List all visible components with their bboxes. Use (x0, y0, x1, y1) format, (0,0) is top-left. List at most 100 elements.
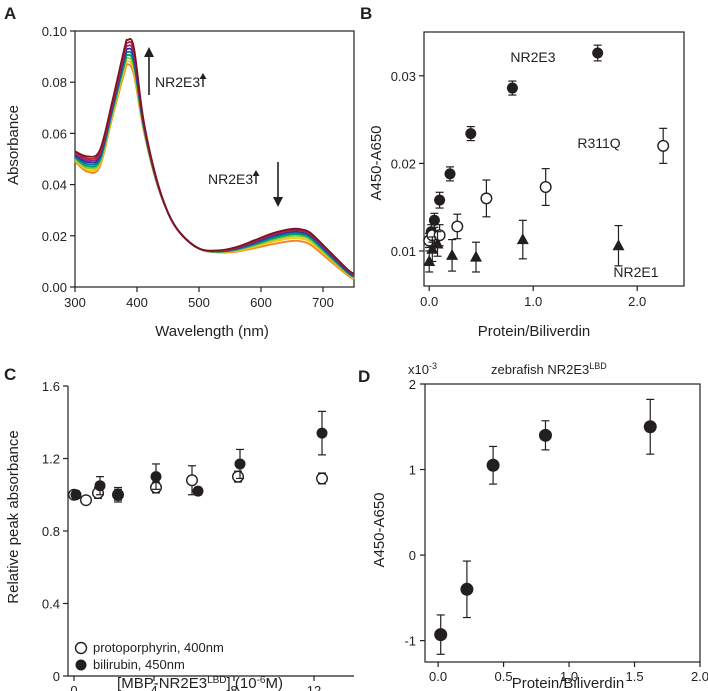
data-point-r311q (480, 192, 493, 205)
panel-d-multiplier: x10-3 (408, 361, 437, 377)
y-tick-label: 0 (409, 548, 416, 563)
panel-c: C 0 4 8 12 0 0.4 0.8 1.2 1.6 protoporphyrin, 400… (4, 365, 354, 691)
panel-c-ylabel: Relative peak absorbance (5, 430, 22, 603)
data-point-r311q (657, 139, 670, 152)
x-tick-label: 12 (307, 683, 321, 691)
data-point-nr2e1 (470, 250, 482, 262)
panel-d-axes: 0.0 0.5 1.0 1.5 2.0 -1 0 1 2 (404, 377, 708, 684)
legend-label-protoporphyrin: protoporphyrin, 400nm (93, 640, 224, 655)
y-tick-label: 0.01 (391, 244, 416, 259)
data-point-nr2e1 (516, 233, 529, 245)
panel-b-axes: 0.0 1.0 2.0 0.01 0.02 0.03 (391, 31, 685, 309)
x-tick-label: 0.0 (429, 669, 447, 684)
data-point (486, 458, 500, 472)
small-up-arrow-head-2 (252, 170, 260, 176)
annotation-up: NR2E3 (144, 47, 207, 95)
data-point-bilirubin (112, 489, 124, 501)
data-point-protoporphyrin (79, 494, 92, 507)
panel-label-a: A (4, 4, 16, 23)
data-point (460, 582, 474, 596)
panel-a-axes: 300 400 500 600 700 0.00 0.02 0.04 0.06 0.08 0.10 (42, 24, 355, 310)
y-tick-label: 0.02 (391, 156, 416, 171)
panel-label-b: B (360, 4, 372, 23)
x-tick-label: 0.5 (495, 669, 513, 684)
panel-a-curves (74, 38, 355, 281)
y-tick-label: 0.02 (42, 229, 67, 244)
small-up-arrow-head (199, 73, 207, 79)
x-tick-label: 0 (70, 683, 77, 691)
data-point-nr2e1 (446, 248, 459, 260)
legend-filled-circle (75, 659, 87, 671)
data-point-protoporphyrin (185, 474, 198, 487)
panel-d-xlabel: Protein/Biliverdin (512, 675, 625, 691)
panel-label-c: C (4, 365, 16, 384)
panel-d-marks (434, 398, 657, 655)
panel-c-axes: 0 4 8 12 0 0.4 0.8 1.2 1.6 (42, 379, 354, 691)
data-point-bilirubin (70, 489, 82, 501)
panel-a-ylabel: Absorbance (5, 105, 22, 185)
x-tick-label: 400 (126, 295, 148, 310)
panel-a: A 300 400 500 600 700 0.00 0.02 0.04 0.06 0.08 0.1… (4, 4, 355, 340)
panel-a-xlabel: Wavelength (nm) (155, 323, 269, 340)
panel-c-marks (67, 410, 329, 507)
data-point-bilirubin (316, 427, 328, 439)
data-point-nr2e3 (428, 214, 440, 226)
data-point-nr2e3 (592, 47, 604, 59)
series-label-nr2e3: NR2E3 (510, 49, 555, 65)
panel-b-ylabel: A450-A650 (368, 125, 385, 200)
down-arrow-head (273, 197, 283, 207)
x-tick-label: 4 (150, 683, 157, 691)
data-point-bilirubin (192, 485, 204, 497)
x-tick-label: 1.0 (560, 669, 578, 684)
panel-a-frame (74, 30, 355, 288)
x-tick-label: 8 (230, 683, 237, 691)
x-tick-label: 300 (64, 295, 86, 310)
panel-c-xlabel: [MBP-NR2E3LBD] (10-6M) (117, 675, 283, 691)
series-label-r311q: R311Q (577, 135, 620, 151)
y-tick-label: 0 (53, 669, 60, 684)
up-arrow-head (144, 47, 154, 57)
data-point-nr2e1 (423, 254, 436, 266)
data-point-bilirubin (150, 471, 162, 483)
y-tick-label: 1 (409, 463, 416, 478)
panel-d-title: zebrafish NR2E3LBD (491, 361, 607, 377)
y-tick-label: 0.03 (391, 69, 416, 84)
data-point-bilirubin (94, 480, 106, 492)
y-tick-label: 0.06 (42, 126, 67, 141)
data-point-protoporphyrin (231, 470, 244, 483)
annotation-down: NR2E3 (208, 162, 283, 207)
panel-label-d: D (358, 367, 370, 386)
data-point-nr2e3 (444, 168, 456, 180)
spectrum-curve-9 (74, 38, 355, 275)
data-point-nr2e3 (506, 82, 518, 94)
data-point-bilirubin (234, 458, 246, 470)
y-tick-label: 0.00 (42, 280, 67, 295)
data-point-protoporphyrin (316, 472, 329, 485)
data-point-r311q (539, 181, 552, 194)
x-tick-label: 700 (312, 295, 334, 310)
data-point-nr2e1 (431, 237, 444, 249)
panel-d: D 0.0 0.5 1.0 1.5 2.0 -1 0 1 2 x10-3 zebrafish N… (358, 361, 708, 691)
annotation-down-label: NR2E3 (208, 171, 253, 187)
data-point-nr2e3 (465, 128, 477, 140)
x-tick-label: 600 (250, 295, 272, 310)
y-tick-label: 2 (409, 377, 416, 392)
data-point (434, 628, 448, 642)
y-tick-label: 0.8 (42, 524, 60, 539)
x-tick-label: 2.0 (691, 669, 708, 684)
x-tick-label: 500 (188, 295, 210, 310)
data-point-nr2e3 (434, 194, 446, 206)
y-tick-label: 1.6 (42, 379, 60, 394)
panel-d-ylabel: A450-A650 (371, 492, 388, 567)
y-tick-label: -1 (404, 634, 416, 649)
legend-label-bilirubin: bilirubin, 450nm (93, 657, 185, 672)
data-point-nr2e1 (612, 239, 625, 251)
series-label-nr2e1: NR2E1 (613, 264, 658, 280)
y-tick-label: 1.2 (42, 452, 60, 467)
x-tick-label: 0.0 (420, 294, 438, 309)
y-tick-label: 0.10 (42, 24, 67, 39)
data-point (538, 428, 552, 442)
x-tick-label: 1.5 (625, 669, 643, 684)
panel-b: B 0.0 1.0 2.0 0.01 0.02 0.03 NR2E3 R311Q NR2E… (360, 4, 685, 340)
